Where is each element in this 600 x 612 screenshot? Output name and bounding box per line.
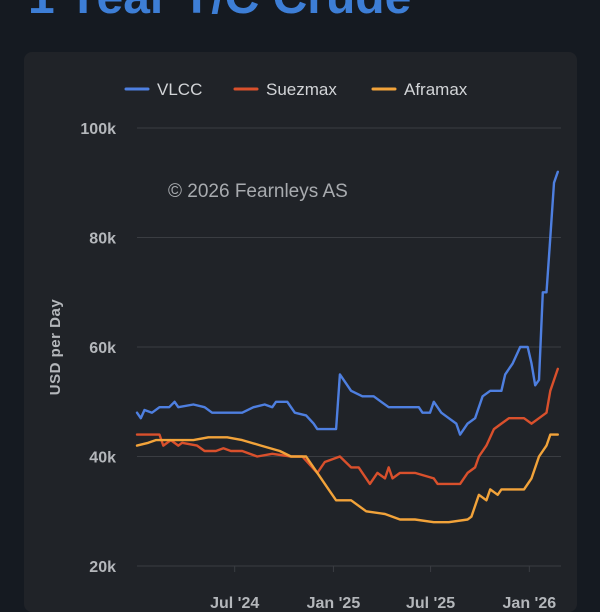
- series-line-suezmax: [135, 367, 559, 486]
- page-title: 1 Year T/C Crude: [28, 0, 411, 22]
- grid: [137, 127, 561, 567]
- line-chart: 20k 40k 60k 80k 100k Jul '24 Jan '25 Jul '25 Ja…: [47, 80, 561, 612]
- y-tick-label: 40k: [89, 450, 116, 467]
- legend-label-aframax[interactable]: Aframax: [404, 80, 468, 99]
- y-tick-label: 80k: [89, 231, 116, 248]
- series-lines: [135, 170, 559, 524]
- y-tick-label: 20k: [89, 559, 116, 576]
- x-tick-label: Jan '26: [503, 595, 557, 612]
- chart-card: 20k 40k 60k 80k 100k Jul '24 Jan '25 Jul '25 Ja…: [24, 52, 577, 612]
- y-axis-ticks: 20k 40k 60k 80k 100k: [80, 121, 116, 576]
- series-line-vlcc: [135, 170, 559, 436]
- watermark: © 2026 Fearnleys AS: [168, 181, 348, 202]
- y-tick-label: 100k: [80, 121, 116, 138]
- y-axis-title: USD per Day: [47, 299, 64, 396]
- legend-label-suezmax[interactable]: Suezmax: [266, 80, 337, 99]
- legend: VLCC Suezmax Aframax: [124, 80, 468, 99]
- y-tick-label: 60k: [89, 340, 116, 357]
- legend-label-vlcc[interactable]: VLCC: [157, 80, 202, 99]
- x-axis-ticks: Jul '24 Jan '25 Jul '25 Jan '26: [210, 566, 556, 612]
- x-tick-label: Jul '24: [210, 595, 259, 612]
- series-line-aframax: [135, 433, 559, 524]
- x-tick-label: Jul '25: [406, 595, 455, 612]
- x-tick-label: Jan '25: [307, 595, 361, 612]
